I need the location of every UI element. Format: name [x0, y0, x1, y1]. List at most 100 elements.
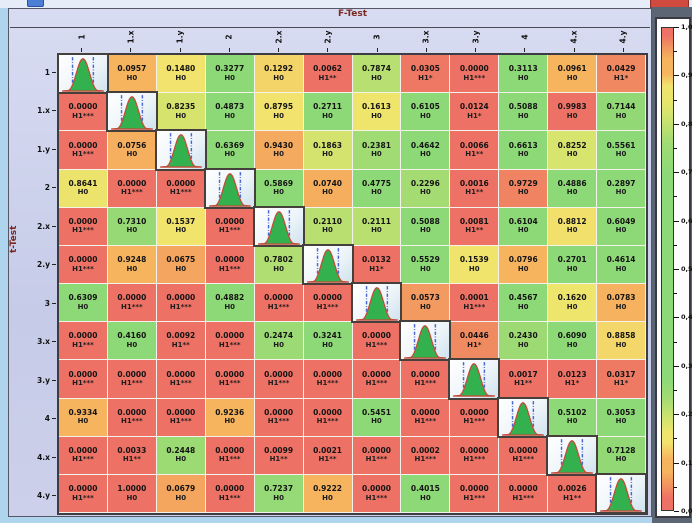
- hypothesis-label: H1*: [613, 73, 629, 82]
- matrix-cell: 0.0000 H1***: [205, 474, 255, 513]
- hypothesis-label: H0: [126, 226, 138, 235]
- hypothesis-label: H0: [126, 340, 138, 349]
- matrix-cell: 0.9222 H0: [303, 474, 353, 513]
- matrix-cell: 0.7237 H0: [254, 474, 304, 513]
- p-value: 0.4873: [215, 102, 245, 112]
- matrix-cell: 0.0317 H1*: [597, 360, 646, 399]
- hypothesis-label: H0: [615, 302, 627, 311]
- matrix-cell: 0.8641 H0: [59, 169, 108, 208]
- hypothesis-label: H0: [224, 111, 236, 120]
- hypothesis-label: H0: [420, 111, 431, 120]
- matrix-cell: 0.8795 H0: [254, 93, 304, 132]
- matrix-cell: 0.0021 H1**: [303, 436, 353, 475]
- distribution-plot-icon: [257, 209, 300, 245]
- colorbar-minor-tick: [674, 438, 677, 440]
- matrix-cell: 0.2296 H0: [401, 169, 451, 208]
- row-tick: [52, 225, 56, 227]
- row-tick: [52, 110, 56, 112]
- p-value: 0.0002: [410, 445, 440, 455]
- window-top-strip: [0, 0, 692, 8]
- hypothesis-label: H1**: [318, 455, 337, 464]
- matrix-cell: 0.0000 H1***: [450, 55, 500, 94]
- hypothesis-label: H1*: [418, 73, 433, 82]
- p-value: 0.0000: [68, 331, 98, 341]
- row-label-3.x: 3.x: [37, 337, 50, 347]
- hypothesis-label: H0: [615, 264, 627, 273]
- hypothesis-label: H1***: [121, 417, 143, 426]
- hypothesis-label: H0: [517, 150, 529, 159]
- distribution-plot-icon: [502, 400, 545, 436]
- p-value: 0.8252: [557, 140, 587, 150]
- hypothesis-label: H0: [126, 493, 138, 502]
- hypothesis-label: H0: [468, 264, 480, 273]
- p-value: 0.5451: [361, 407, 391, 417]
- matrix-cell: 0.0000 H1***: [352, 360, 402, 399]
- p-value: 0.7310: [117, 216, 147, 226]
- row-label-2.y: 2.y: [37, 260, 50, 270]
- column-label-4.x: 4.x: [569, 30, 579, 44]
- matrix-cell: 0.9729 H0: [499, 169, 549, 208]
- column-tick: [327, 48, 329, 52]
- distribution-thumbnail: [203, 167, 256, 209]
- p-value: 0.0000: [459, 407, 489, 417]
- matrix-cell: 0.5451 H0: [352, 398, 402, 437]
- row-tick: [52, 341, 56, 343]
- p-value: 0.9236: [215, 407, 245, 417]
- hypothesis-label: H1***: [72, 226, 94, 235]
- p-value: 0.1537: [166, 216, 196, 226]
- colorbar-major-tick: [674, 269, 679, 270]
- p-value: 0.0124: [459, 102, 489, 112]
- matrix-cell: 0.5529 H0: [401, 245, 451, 284]
- row-label-1: 1: [44, 67, 50, 77]
- column-label-1.y: 1.y: [175, 30, 185, 44]
- matrix-cell: 0.0000 H1***: [254, 360, 304, 399]
- p-value: 0.8812: [557, 216, 587, 226]
- colorbar-tick-label: 0,6: [681, 216, 692, 225]
- matrix-cell: 0.7310 H0: [107, 207, 157, 246]
- colorbar-major-tick: [674, 511, 679, 512]
- hypothesis-label: H0: [273, 264, 284, 273]
- p-value: 0.9334: [68, 407, 98, 417]
- distribution-plot-icon: [306, 248, 349, 283]
- p-value: 0.0000: [313, 369, 343, 379]
- hypothesis-label: H0: [371, 188, 382, 197]
- hypothesis-label: H1***: [267, 379, 290, 388]
- matrix-cell: 0.2430 H0: [499, 322, 549, 361]
- hypothesis-label: H0: [420, 264, 431, 273]
- distribution-thumbnail: [595, 472, 647, 514]
- hypothesis-label: H1***: [365, 379, 388, 388]
- colorbar-tick-label: 0,1: [681, 458, 692, 467]
- hypothesis-label: H1***: [365, 493, 388, 502]
- distribution-thumbnail: [252, 205, 305, 247]
- matrix-cell: 0.0957 H0: [107, 55, 157, 94]
- matrix-diagonal-cell: [252, 205, 305, 247]
- matrix-cell: 0.1613 H0: [352, 93, 402, 132]
- p-value: 0.7802: [264, 255, 294, 265]
- hypothesis-label: H0: [273, 188, 284, 197]
- hypothesis-label: H0: [175, 455, 187, 464]
- matrix-diagonal-cell: [399, 320, 452, 362]
- test-matrix-grid: 0.0957 H0 0.1480 H0 0.3277 H0 0.1292 H0 0.0062 H1…: [57, 53, 648, 515]
- colorbar-tick-label: 0,9: [681, 71, 692, 80]
- hypothesis-label: H0: [615, 150, 627, 159]
- colorbar-tick-label: 0,8: [681, 119, 692, 128]
- hypothesis-label: H0: [371, 150, 382, 159]
- p-value: 0.0081: [459, 216, 489, 226]
- p-value: 0.0679: [166, 484, 196, 494]
- hypothesis-label: H1***: [218, 340, 241, 349]
- hypothesis-label: H0: [566, 264, 578, 273]
- p-value: 0.0000: [68, 140, 98, 150]
- matrix-cell: 0.5869 H0: [254, 169, 304, 208]
- column-tick: [573, 48, 575, 52]
- distribution-plot-icon: [404, 324, 447, 359]
- colorbar-minor-tick: [674, 99, 677, 101]
- hypothesis-label: H1**: [563, 493, 582, 502]
- hypothesis-label: H0: [420, 493, 431, 502]
- p-value: 0.7874: [361, 64, 391, 74]
- matrix-cell: 0.8235 H0: [156, 93, 206, 132]
- hypothesis-label: H1***: [316, 302, 339, 311]
- hypothesis-label: H0: [371, 417, 382, 426]
- p-value: 0.5561: [606, 140, 636, 150]
- row-label-4: 4: [44, 414, 50, 424]
- distribution-plot-icon: [551, 438, 594, 474]
